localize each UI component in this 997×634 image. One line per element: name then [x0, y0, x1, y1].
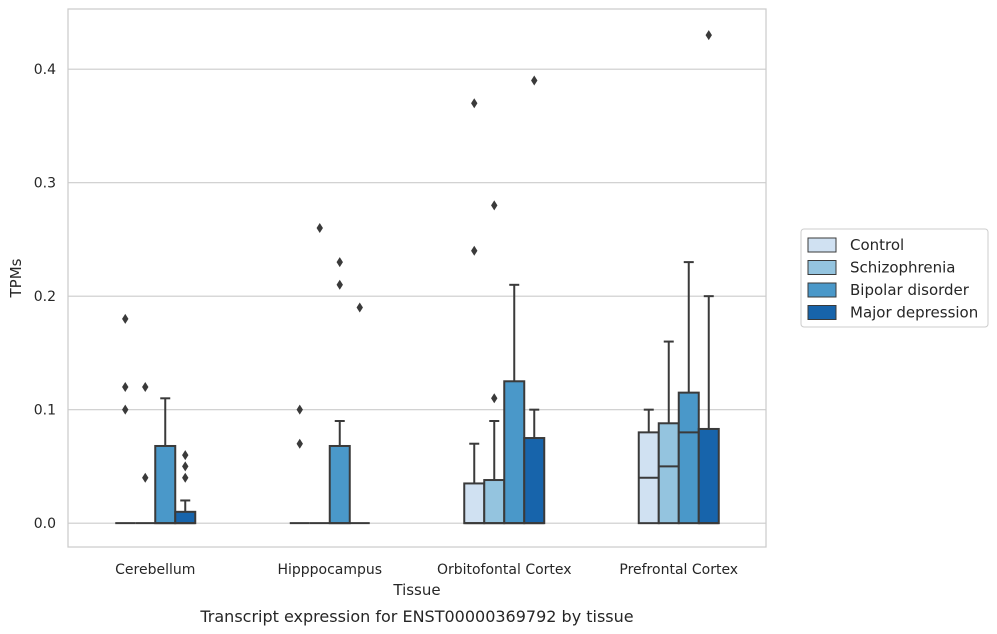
outlier-point	[491, 393, 498, 404]
box-group	[503, 283, 526, 525]
y-axis-title: TPMs	[7, 258, 25, 298]
y-tick-label: 0.2	[34, 289, 56, 305]
box-group	[349, 302, 370, 525]
box-group	[523, 75, 546, 525]
plot-frame	[67, 8, 767, 548]
outlier-point	[356, 302, 363, 313]
y-tick-labels: 0.0 0.1 0.2 0.3 0.4	[34, 62, 56, 532]
box-layer	[115, 30, 720, 525]
outlier-point	[471, 245, 478, 256]
y-tick-label: 0.4	[34, 62, 56, 78]
legend-item: Control	[807, 236, 904, 254]
box-group	[135, 381, 156, 525]
box-group	[115, 313, 136, 525]
y-tick-label: 0.1	[34, 403, 56, 419]
box-group	[289, 404, 310, 525]
outlier-point	[336, 279, 343, 290]
x-tick-label: Hipppocampus	[277, 562, 382, 578]
chart-caption: Transcript expression for ENST0000036979…	[199, 607, 633, 626]
box-group	[328, 257, 351, 525]
box-group	[637, 408, 660, 525]
outlier-point	[296, 404, 303, 415]
legend-label: Control	[850, 236, 904, 254]
y-tick-label: 0.0	[34, 516, 56, 532]
outlier-point	[491, 200, 498, 211]
box-body	[657, 422, 680, 525]
legend-label: Schizophrenia	[850, 259, 955, 277]
box-body	[677, 391, 700, 525]
box-body	[328, 444, 351, 525]
outlier-point	[122, 313, 129, 324]
x-tick-label: Orbitofontal Cortex	[437, 562, 572, 578]
box-body	[483, 479, 506, 525]
box-group	[483, 200, 506, 525]
outlier-point	[336, 257, 343, 268]
legend-item: Schizophrenia	[807, 259, 955, 277]
box-group	[463, 98, 486, 525]
box-body	[463, 482, 486, 525]
x-axis-title: Tissue	[392, 581, 440, 599]
legend-swatch	[807, 282, 837, 298]
legend-item: Major depression	[807, 304, 978, 322]
box-group	[677, 261, 700, 525]
x-tick-label: Prefrontal Cortex	[619, 562, 738, 578]
outlier-point	[531, 75, 538, 86]
outlier-point	[122, 381, 129, 392]
outlier-point	[182, 450, 189, 461]
outlier-point	[471, 98, 478, 109]
box-group	[657, 340, 680, 525]
box-group	[174, 450, 197, 525]
legend-frame	[800, 228, 989, 328]
outlier-point	[122, 404, 129, 415]
outlier-point	[142, 472, 149, 483]
box-body	[523, 437, 546, 525]
box-body	[154, 444, 177, 525]
box-body	[503, 380, 526, 525]
x-tick-label: Cerebellum	[115, 562, 195, 578]
box-body	[174, 510, 197, 525]
outlier-point	[296, 438, 303, 449]
box-group	[154, 397, 177, 525]
legend: Control Schizophrenia Bipolar disorder Majo…	[800, 228, 989, 328]
y-tick-label: 0.3	[34, 176, 56, 192]
legend-swatch	[807, 260, 837, 275]
legend-swatch	[807, 305, 837, 320]
box-group	[697, 30, 720, 525]
legend-label: Bipolar disorder	[850, 281, 970, 299]
outlier-point	[316, 223, 323, 234]
legend-swatch	[807, 237, 837, 253]
outlier-point	[182, 472, 189, 483]
x-tick-labels: Cerebellum Hipppocampus Orbitofontal Corte…	[115, 562, 738, 578]
box-body	[697, 427, 720, 525]
outlier-point	[182, 461, 189, 472]
outlier-point	[142, 381, 149, 392]
legend-label: Major depression	[850, 304, 978, 322]
outlier-point	[705, 30, 712, 41]
box-group	[309, 223, 330, 525]
legend-item: Bipolar disorder	[807, 281, 970, 299]
